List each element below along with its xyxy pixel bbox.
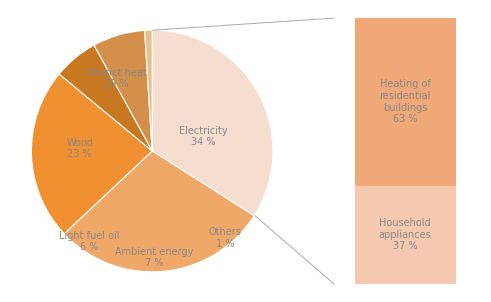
Text: Light fuel oil
6 %: Light fuel oil 6 % — [59, 231, 120, 252]
Wedge shape — [59, 45, 152, 151]
Bar — [355, 18, 456, 185]
Wedge shape — [152, 30, 273, 216]
Wedge shape — [64, 151, 254, 272]
Text: Household
appliances
37 %: Household appliances 37 % — [379, 218, 432, 251]
Text: Electricity
34 %: Electricity 34 % — [179, 126, 227, 147]
Text: Ambient energy
7 %: Ambient energy 7 % — [115, 246, 194, 268]
Wedge shape — [145, 30, 152, 151]
Wedge shape — [31, 74, 152, 234]
Text: Heating of
residential
buildings
63 %: Heating of residential buildings 63 % — [380, 79, 431, 124]
Text: District heat
29 %: District heat 29 % — [85, 68, 146, 89]
Wedge shape — [94, 31, 152, 151]
Bar — [355, 185, 456, 284]
Text: Others
1 %: Others 1 % — [208, 227, 241, 249]
Text: Wood
23 %: Wood 23 % — [66, 138, 93, 159]
